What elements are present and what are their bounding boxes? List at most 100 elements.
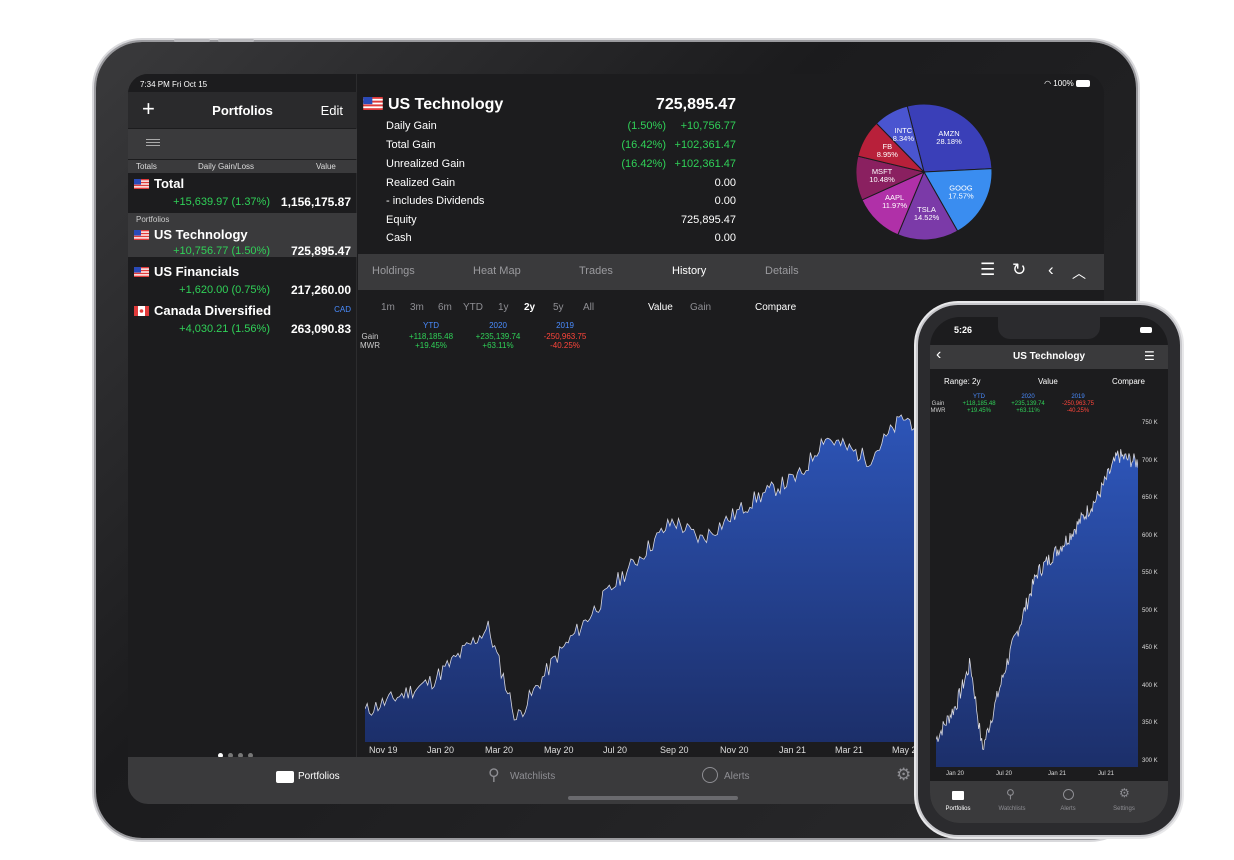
value-toggle[interactable]: Value [648, 302, 673, 313]
menu-icon[interactable]: ☰ [1144, 349, 1155, 363]
tab-portfolios[interactable]: Portfolios [298, 771, 340, 782]
stat-row-gain: Gain [931, 401, 945, 407]
menu-icon[interactable]: ☰ [980, 260, 996, 279]
summary-title: US Technology [388, 96, 504, 113]
row-label: Equity [386, 214, 417, 226]
chevron-up-icon[interactable]: ︿ [1072, 265, 1086, 281]
gear-icon[interactable]: ⚙ [1119, 786, 1130, 800]
tab-watchlists[interactable]: Watchlists [998, 806, 1026, 812]
row-amount: 725,895.47 [680, 214, 736, 226]
x-label: Jan 21 [1048, 771, 1067, 777]
tab-heat-map[interactable]: Heat Map [473, 265, 521, 277]
range-1y[interactable]: 1y [498, 302, 509, 313]
portfolio-row-total[interactable]: Total +15,639.97 (1.37%) 1,156,175.87 [128, 174, 357, 213]
tab-holdings[interactable]: Holdings [372, 265, 415, 277]
tab-alerts[interactable]: Alerts [724, 771, 750, 782]
y-label: 350 K [1142, 720, 1158, 726]
y-label: 750 K [1142, 420, 1158, 426]
alarm-clock-icon[interactable] [1063, 789, 1074, 800]
refresh-icon[interactable]: ↻ [1012, 260, 1027, 279]
stat-mwr: -40.25% [550, 341, 580, 350]
folder-icon[interactable] [952, 791, 964, 800]
range-1m[interactable]: 1m [381, 302, 395, 313]
list-icon[interactable] [146, 137, 160, 149]
tab-alerts[interactable]: Alerts [1060, 806, 1076, 812]
pie-slice-pct: 28.18% [936, 137, 962, 146]
page-indicator[interactable] [218, 745, 258, 763]
range-label[interactable]: Range: 2y [944, 377, 981, 386]
pie-slice[interactable] [875, 105, 925, 174]
stat-year: YTD [423, 321, 439, 330]
status-time: 5:26 [954, 325, 973, 335]
portfolio-row-us-technology[interactable]: Portfolios US Technology +10,756.77 (1.5… [128, 213, 357, 258]
y-label: 300 K [1142, 758, 1158, 764]
stat-mwr: +63.11% [482, 341, 514, 350]
status-battery: ◠ 100% [1044, 79, 1090, 88]
row-pct: (16.42%) [621, 158, 666, 170]
portfolio-sidebar: 7:34 PM Fri Oct 15 + Portfolios Edit Tot… [128, 74, 357, 758]
sidebar-title: Portfolios [212, 103, 273, 118]
row-label: Total Gain [386, 139, 436, 151]
portfolio-gain: +15,639.97 (1.37%) [173, 196, 270, 208]
range-2y[interactable]: 2y [524, 302, 536, 313]
portfolio-row-us-financials[interactable]: US Financials +1,620.00 (0.75%) 217,260.… [128, 262, 357, 301]
tab-portfolios[interactable]: Portfolios [945, 806, 971, 812]
row-label: Unrealized Gain [386, 158, 465, 170]
chevron-left-icon[interactable]: ‹ [1048, 260, 1054, 279]
currency-label: CAD [334, 305, 351, 314]
x-label: May 2 [892, 745, 917, 755]
search-icon[interactable]: ⚲ [1006, 787, 1015, 801]
add-portfolio-button[interactable]: + [142, 96, 155, 121]
tab-history[interactable]: History [672, 265, 707, 277]
iphone-nav-bar: ‹ US Technology ☰ [930, 345, 1168, 369]
tab-watchlists[interactable]: Watchlists [510, 771, 556, 782]
stat-mwr: +19.45% [967, 408, 991, 414]
pie-slice-pct: 10.48% [869, 175, 895, 184]
x-label: Jul 21 [1098, 771, 1115, 777]
section-label: Portfolios [136, 215, 170, 224]
portfolio-value: 217,260.00 [290, 283, 351, 297]
row-amount: 0.00 [714, 195, 736, 207]
x-label: Jan 20 [946, 771, 965, 777]
pie-slice-pct: 17.57% [948, 191, 974, 200]
folder-icon[interactable] [276, 771, 294, 783]
tab-trades[interactable]: Trades [579, 265, 613, 277]
canada-flag-icon [134, 306, 149, 316]
value-toggle[interactable]: Value [1038, 377, 1058, 386]
x-label: Nov 20 [720, 745, 749, 755]
range-ytd[interactable]: YTD [463, 302, 483, 313]
tab-details[interactable]: Details [765, 265, 799, 277]
portfolio-row-canada-diversified[interactable]: Canada Diversified CAD +4,030.21 (1.56%)… [128, 301, 357, 340]
back-icon[interactable]: ‹ [936, 346, 942, 363]
compare-button[interactable]: Compare [1112, 377, 1145, 386]
stat-gain: +118,185.48 [962, 401, 996, 407]
us-flag-icon [134, 179, 149, 189]
value-area-chart[interactable] [936, 421, 1138, 767]
range-5y[interactable]: 5y [553, 302, 564, 313]
pie-slice-label: TSLA [917, 205, 936, 214]
tab-settings[interactable]: Settings [1113, 806, 1135, 812]
y-label: 500 K [1142, 608, 1158, 614]
gain-toggle[interactable]: Gain [690, 302, 712, 313]
search-icon[interactable]: ⚲ [488, 767, 500, 784]
stat-year: 2020 [489, 321, 507, 330]
stat-year: 2019 [1071, 394, 1085, 400]
edit-button[interactable]: Edit [320, 103, 343, 118]
pie-slice[interactable] [906, 103, 993, 173]
row-amount: +102,361.47 [674, 158, 736, 170]
compare-button[interactable]: Compare [755, 302, 797, 313]
range-6m[interactable]: 6m [438, 302, 452, 313]
battery-percent: 100% [1053, 79, 1074, 88]
col-value: Value [316, 162, 336, 171]
gear-icon[interactable]: ⚙ [896, 765, 912, 784]
pie-slice[interactable] [897, 170, 959, 241]
value-area-chart[interactable] [365, 360, 925, 742]
x-label: Mar 20 [485, 745, 514, 755]
pie-slice[interactable] [923, 168, 993, 232]
stat-row-mwr: MWR [930, 408, 946, 414]
range-3m[interactable]: 3m [410, 302, 424, 313]
alarm-clock-icon[interactable] [702, 767, 718, 783]
range-all[interactable]: All [583, 302, 595, 313]
pie-slice-label: INTC [895, 126, 913, 135]
